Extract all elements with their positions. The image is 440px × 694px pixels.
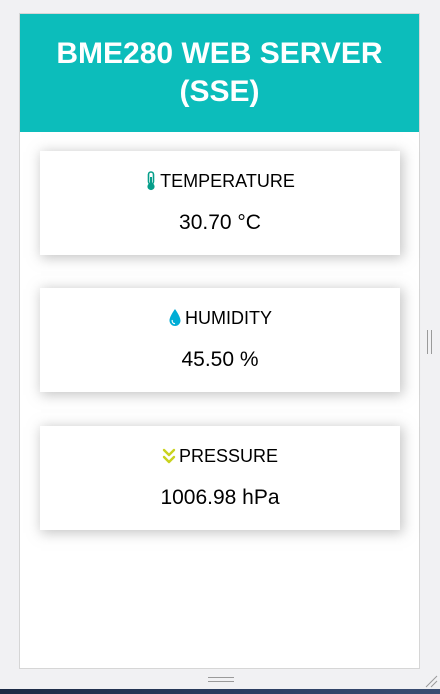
humidity-card-title: HUMIDITY bbox=[40, 306, 400, 330]
humidity-card: HUMIDITY 45.50 % bbox=[40, 288, 400, 392]
pressure-card: PRESSURE 1006.98 hPa bbox=[40, 426, 400, 530]
thermometer-icon bbox=[145, 171, 157, 191]
header-bar: BME280 WEB SERVER (SSE) bbox=[20, 14, 419, 132]
pressure-value: 1006.98 hPa bbox=[40, 486, 400, 510]
page-title: BME280 WEB SERVER (SSE) bbox=[40, 35, 400, 111]
temperature-value: 30.70 °C bbox=[40, 211, 400, 235]
bottom-resize-handle[interactable] bbox=[208, 677, 234, 682]
desktop-taskbar-strip bbox=[0, 689, 440, 694]
pressure-card-title: PRESSURE bbox=[40, 444, 400, 468]
pressure-label: PRESSURE bbox=[179, 446, 278, 467]
browser-viewport: BME280 WEB SERVER (SSE) TEMPERATURE 30.7… bbox=[19, 13, 420, 669]
droplet-icon bbox=[168, 308, 182, 328]
side-resize-handle[interactable] bbox=[427, 330, 432, 354]
temperature-card: TEMPERATURE 30.70 °C bbox=[40, 151, 400, 255]
humidity-value: 45.50 % bbox=[40, 348, 400, 372]
temperature-card-title: TEMPERATURE bbox=[40, 169, 400, 193]
humidity-label: HUMIDITY bbox=[185, 308, 272, 329]
temperature-label: TEMPERATURE bbox=[160, 171, 295, 192]
double-chevron-down-icon bbox=[162, 447, 176, 465]
corner-resize-grip-icon[interactable] bbox=[424, 674, 438, 688]
